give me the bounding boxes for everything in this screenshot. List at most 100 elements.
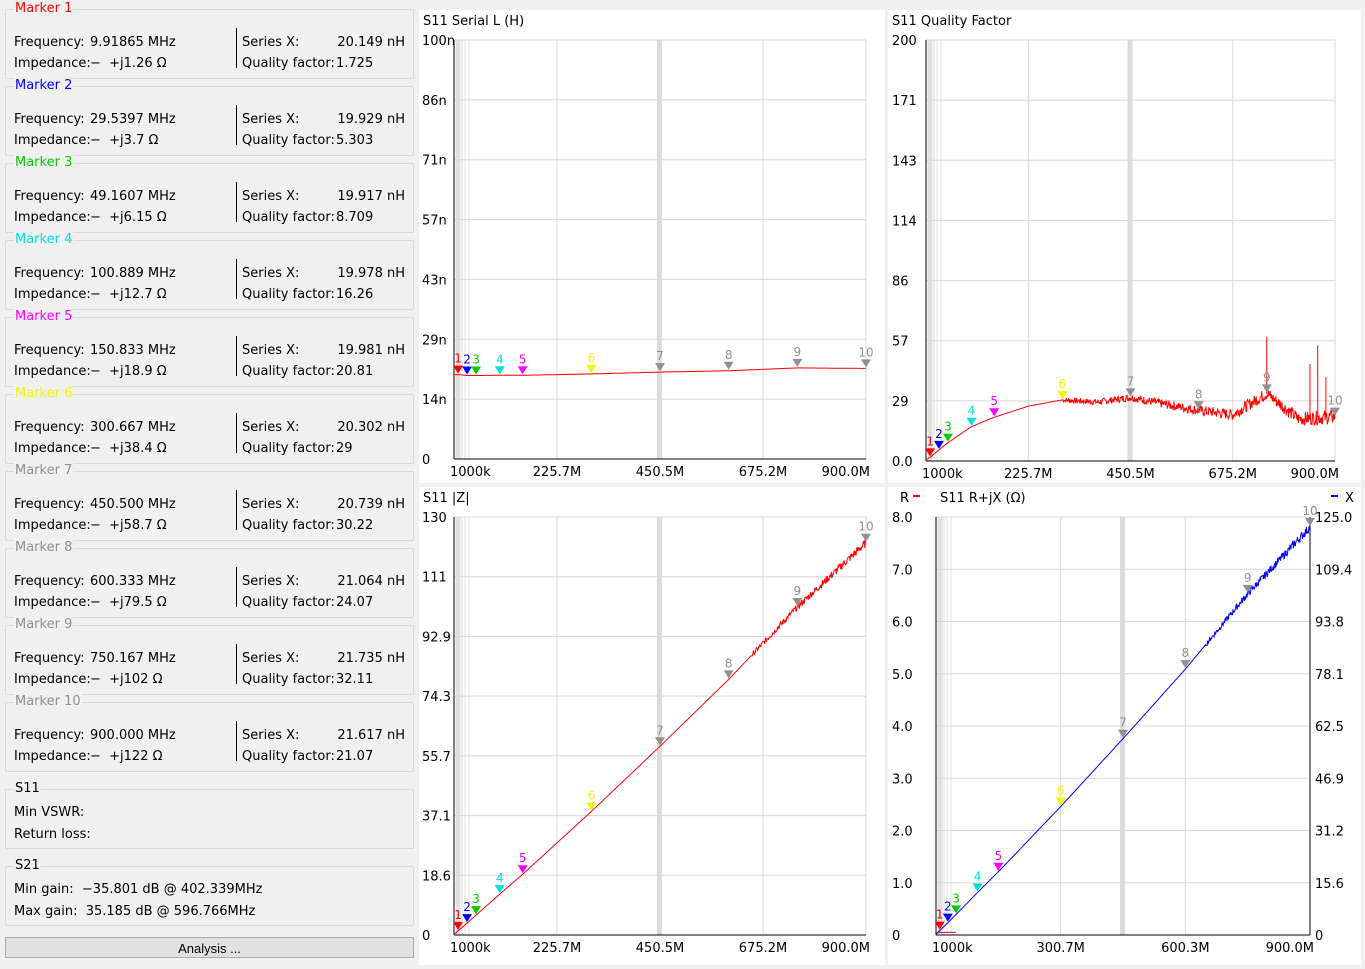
- marker-triangle[interactable]: [1057, 390, 1068, 399]
- highlight-band: [657, 517, 662, 935]
- marker-triangle[interactable]: [933, 440, 944, 449]
- quality-factor-chart[interactable]: S11 Quality Factor 200 171 143 114 86 57 29 0.0 1…: [888, 10, 1361, 483]
- frequency-label: Frequency:: [14, 266, 85, 281]
- marker-triangle[interactable]: [861, 359, 871, 368]
- marker-triangle[interactable]: [517, 366, 528, 375]
- column-divider: [236, 336, 237, 376]
- series-x-label: Series X:: [242, 266, 300, 281]
- marker-triangle[interactable]: [1055, 797, 1066, 806]
- marker-triangle[interactable]: [966, 417, 977, 426]
- chart-svg[interactable]: S11 Serial L (H) 100n 86n 71n 57n 43n 29n 14n 0 1…: [419, 10, 885, 483]
- serial-l-chart[interactable]: S11 Serial L (H) 100n 86n 71n 57n 43n 29n 14n 0 1…: [419, 10, 885, 483]
- marker-label: 6: [588, 351, 596, 365]
- marker-triangle[interactable]: [942, 433, 953, 442]
- x-tick-label: 450.5M: [1106, 467, 1154, 482]
- marker-triangle[interactable]: [792, 598, 803, 607]
- marker-group: Marker 4 Frequency: 100.889 MHz Impedance: −…: [5, 232, 414, 310]
- marker-triangle[interactable]: [1118, 729, 1128, 738]
- y-tick-label-right: 109.4: [1315, 563, 1352, 578]
- marker-label: 6: [1057, 784, 1065, 798]
- marker-triangle[interactable]: [655, 363, 665, 372]
- legend-x: X: [1345, 491, 1354, 506]
- marker-label: 7: [1119, 716, 1127, 730]
- chart-title: S11 |Z|: [423, 491, 470, 506]
- frequency-value: 450.500 MHz: [90, 497, 176, 512]
- y-tick-label-right: 62.5: [1315, 720, 1344, 735]
- marker-triangle[interactable]: [586, 364, 597, 373]
- quality-factor-label: Quality factor:: [242, 672, 335, 687]
- marker-triangle[interactable]: [1261, 384, 1272, 393]
- y-tick-label: 130: [422, 511, 447, 526]
- chart-svg[interactable]: S11 |Z| 130 111 92.9 74.3 55.7 37.1 18.6 0 1000k 2…: [419, 487, 885, 965]
- y-tick-label: 3.0: [892, 772, 913, 787]
- r-jx-chart[interactable]: S11 R+jX (Ω) R X 8.0 7.0 6.0 5.0 4.0 3.0 2.0 1.0 0 1…: [888, 487, 1361, 965]
- y-tick-label: 29n: [422, 333, 447, 348]
- impedance-value: − +j1.26 Ω: [90, 56, 167, 71]
- y-tick-label-right: 15.6: [1315, 877, 1344, 892]
- marker-triangle[interactable]: [471, 366, 482, 375]
- marker-triangle[interactable]: [723, 670, 734, 679]
- marker-triangle[interactable]: [951, 905, 962, 914]
- series-x-label: Series X:: [242, 112, 300, 127]
- quality-factor-label: Quality factor:: [242, 133, 335, 148]
- marker-triangle[interactable]: [1180, 660, 1191, 669]
- marker-triangle[interactable]: [462, 366, 473, 375]
- marker-triangle[interactable]: [792, 358, 803, 367]
- y-tick-label: 29: [892, 395, 909, 410]
- marker-triangle[interactable]: [586, 802, 597, 811]
- y-tick-label: 100n: [422, 34, 455, 49]
- marker-triangle[interactable]: [972, 883, 983, 892]
- marker-triangle[interactable]: [1242, 584, 1253, 593]
- marker-label: 8: [725, 656, 733, 670]
- chart-svg[interactable]: S11 Quality Factor2001711431148657290.01…: [888, 10, 1361, 483]
- marker-triangle[interactable]: [934, 921, 945, 930]
- quality-factor-value: 24.07: [336, 595, 374, 610]
- marker-triangle[interactable]: [517, 865, 528, 874]
- marker-triangle[interactable]: [494, 885, 505, 894]
- marker-triangle[interactable]: [494, 366, 505, 375]
- marker-title: Marker 2: [14, 78, 74, 94]
- y-tick-label: 43n: [422, 273, 447, 288]
- marker-title: Marker 9: [14, 617, 74, 633]
- marker-group: Marker 6 Frequency: 300.667 MHz Impedance: −…: [5, 386, 414, 464]
- legend-r: R: [900, 491, 909, 506]
- marker-triangle[interactable]: [462, 914, 473, 923]
- x-tick-label: 1000k: [450, 465, 491, 480]
- impedance-label: Impedance:: [14, 672, 91, 687]
- series-line: [925, 390, 1336, 461]
- marker-triangle[interactable]: [453, 365, 464, 374]
- x-tick-label: 900.0M: [1266, 941, 1314, 956]
- marker-triangle[interactable]: [1125, 388, 1136, 397]
- quality-factor-value: 21.07: [336, 749, 374, 764]
- marker-triangle[interactable]: [989, 408, 1000, 417]
- marker-label: 1: [926, 434, 934, 448]
- impedance-label: Impedance:: [14, 749, 91, 764]
- quality-factor-value: 5.303: [336, 133, 374, 148]
- marker-label: 10: [858, 520, 873, 534]
- marker-triangle[interactable]: [1305, 518, 1315, 527]
- analysis-button[interactable]: Analysis ...: [5, 937, 414, 958]
- y-tick-label: 0: [422, 453, 430, 468]
- marker-triangle[interactable]: [1193, 401, 1204, 410]
- marker-label: 5: [990, 394, 998, 408]
- y-tick-label: 57n: [422, 214, 447, 229]
- marker-triangle[interactable]: [1330, 407, 1340, 416]
- frequency-value: 100.889 MHz: [90, 266, 176, 281]
- impedance-label: Impedance:: [14, 595, 91, 610]
- min-vswr: Min VSWR:: [14, 805, 85, 820]
- frequency-label: Frequency:: [14, 35, 85, 50]
- chart-svg[interactable]: S11 R+jX (Ω) R X 8.0 7.0 6.0 5.0 4.0 3.0 2.0 1.0 0 1…: [888, 487, 1361, 965]
- marker-group: Marker 8 Frequency: 600.333 MHz Impedance: −…: [5, 540, 414, 618]
- impedance-label: Impedance:: [14, 441, 91, 456]
- marker-triangle[interactable]: [942, 913, 953, 922]
- marker-group: Marker 9 Frequency: 750.167 MHz Impedance: −…: [5, 617, 414, 695]
- y-tick-label: 0: [422, 929, 430, 944]
- impedance-magnitude-chart[interactable]: S11 |Z| 130 111 92.9 74.3 55.7 37.1 18.6 0 1000k 2…: [419, 487, 885, 965]
- marker-triangle[interactable]: [453, 921, 464, 930]
- marker-triangle[interactable]: [861, 533, 871, 542]
- marker-triangle[interactable]: [471, 906, 482, 915]
- marker-triangle[interactable]: [925, 448, 936, 457]
- marker-triangle[interactable]: [993, 862, 1004, 871]
- marker-triangle[interactable]: [723, 361, 734, 370]
- marker-triangle[interactable]: [655, 737, 665, 746]
